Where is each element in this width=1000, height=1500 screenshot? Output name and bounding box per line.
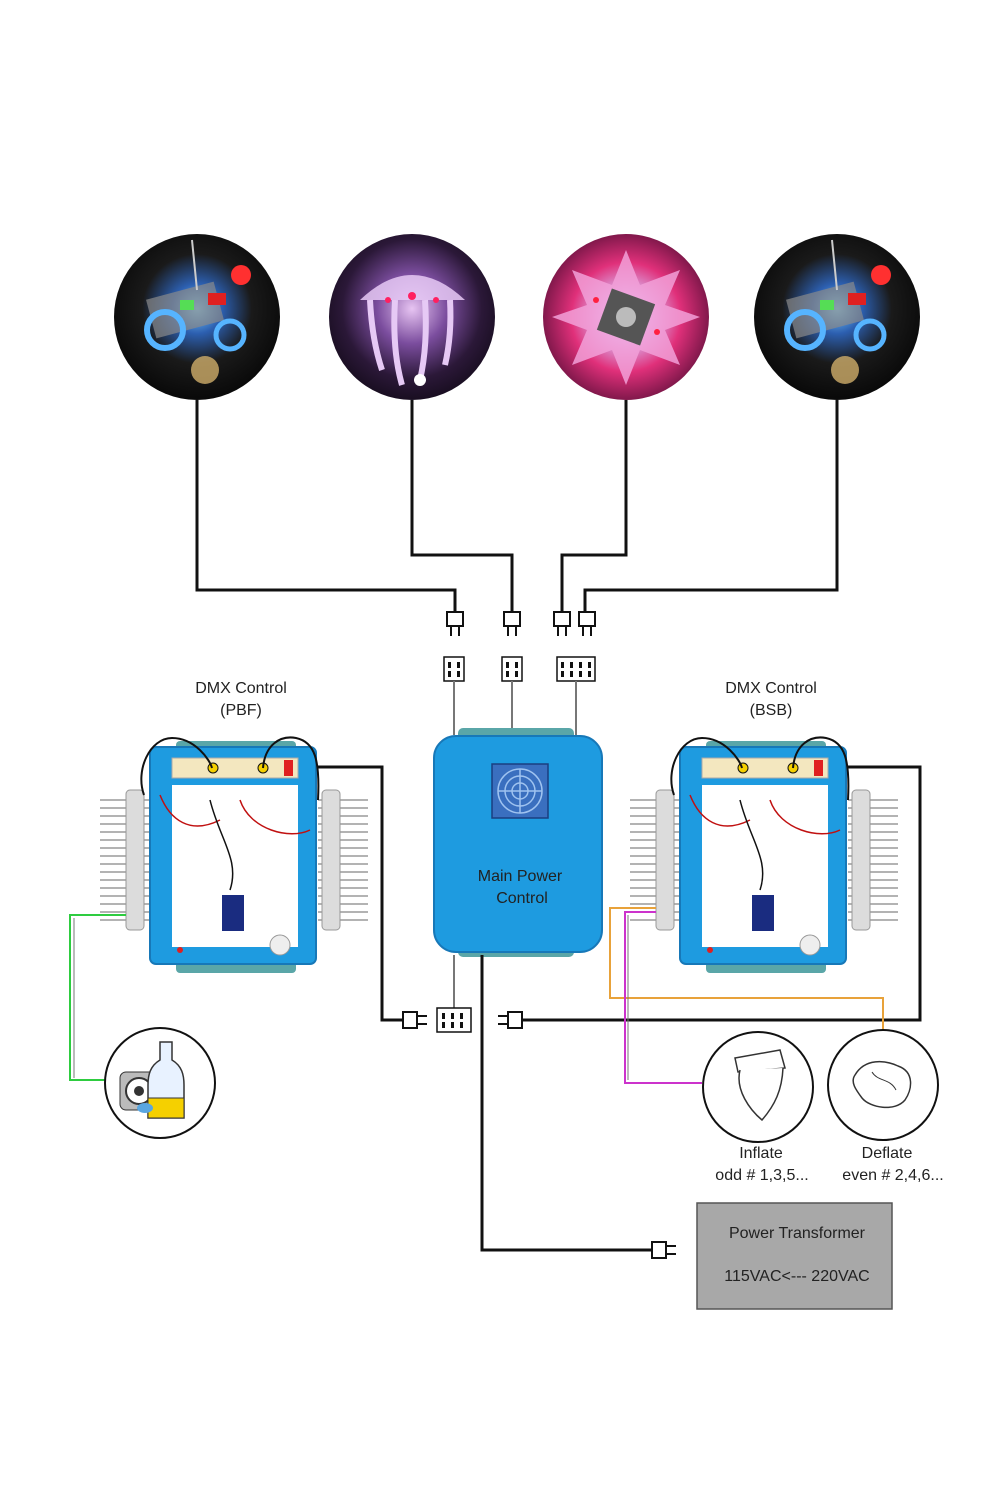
plug-1 <box>446 611 464 636</box>
fixture-3-image <box>543 234 709 400</box>
outlet-bottom <box>436 1007 472 1033</box>
deflate-title: Deflate <box>862 1145 913 1162</box>
transformer-subtitle: 115VAC<--- 220VAC <box>724 1268 869 1285</box>
dmx-left-subtitle: (PBF) <box>220 702 262 719</box>
fixture-cables <box>195 400 839 612</box>
dmx-left-title: DMX Control <box>195 680 287 697</box>
plug-right-horizontal <box>498 1011 523 1029</box>
outlet-2 <box>501 656 523 682</box>
fixture-2-image <box>329 234 495 400</box>
main-power-label-line1: Main Power <box>478 868 563 885</box>
power-transformer: Power Transformer 115VAC<--- 220VAC <box>696 1202 893 1310</box>
dmx-right-title: DMX Control <box>725 680 817 697</box>
fixture-1-image <box>114 234 280 400</box>
fan-icon <box>491 763 549 819</box>
main-power-label-line2: Control <box>496 890 548 907</box>
relay-pins-left <box>100 799 368 921</box>
outlet-1 <box>443 656 465 682</box>
dmx-board-left <box>100 736 368 973</box>
inflate-subtitle: odd # 1,3,5... <box>715 1167 808 1184</box>
plug-left-horizontal <box>402 1011 427 1029</box>
dmx-right-subtitle: (BSB) <box>750 702 793 719</box>
main-power-control: Main Power Control <box>433 728 603 957</box>
signal-wires <box>69 907 884 1084</box>
plug-2 <box>503 611 521 636</box>
fixture-4-image <box>754 234 920 400</box>
transformer-title: Power Transformer <box>729 1225 866 1242</box>
power-wires <box>318 765 922 1252</box>
outlet-3 <box>556 656 596 682</box>
deflate-icon <box>827 1029 939 1141</box>
plug-3 <box>553 611 571 636</box>
inflate-title: Inflate <box>739 1145 783 1162</box>
plug-transformer <box>651 1241 676 1259</box>
deflate-subtitle: even # 2,4,6... <box>842 1167 943 1184</box>
outlet-to-main-wires <box>453 681 577 735</box>
plug-4 <box>578 611 596 636</box>
pump-bottle-icon <box>104 1027 216 1139</box>
inflate-icon <box>702 1031 814 1143</box>
dmx-board-right <box>630 736 898 973</box>
